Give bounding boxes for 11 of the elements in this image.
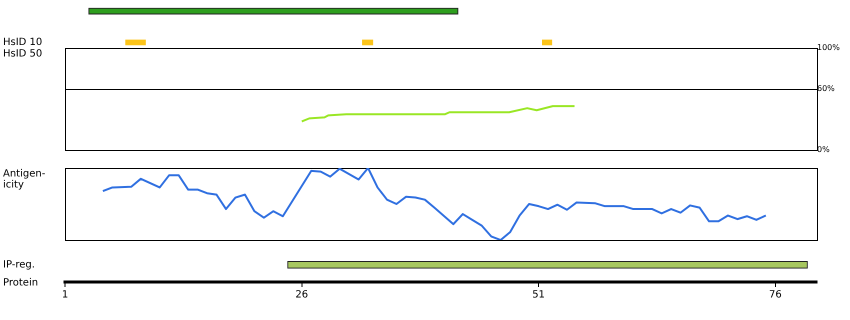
y-tick-label: HsID 10 <box>3 37 42 48</box>
x-tick-label: 1 <box>62 290 68 301</box>
y-tick-label: 60% <box>817 84 836 93</box>
x-tick-label: 26 <box>295 290 308 301</box>
y-axis-title: Antigen- icity <box>3 168 46 191</box>
x-tick-label: 51 <box>532 290 545 301</box>
y-tick-label: IP-reg. <box>3 259 35 270</box>
y-tick-label: 100% <box>817 43 840 52</box>
y-axis-title: HsID 50 <box>3 48 42 60</box>
x-axis-title: Protein <box>3 278 38 289</box>
x-tick-label: 76 <box>768 290 782 301</box>
